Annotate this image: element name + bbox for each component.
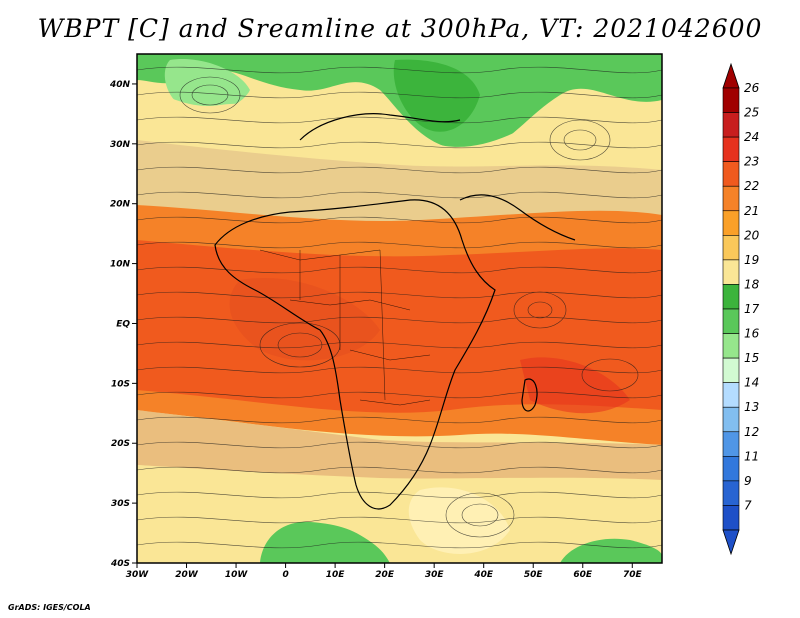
plot-frame xyxy=(136,53,663,564)
colorbar-label: 16 xyxy=(744,327,760,341)
colorbar-segment xyxy=(722,308,740,334)
colorbar-label: 9 xyxy=(744,474,752,488)
colorbar-segment xyxy=(722,431,740,457)
colorbar-segment xyxy=(722,357,740,383)
colorbar-label: 21 xyxy=(744,204,759,218)
colorbar-segment xyxy=(722,382,740,408)
lat-tick-label: 20N xyxy=(110,200,131,210)
colorbar-label: 22 xyxy=(744,179,759,193)
colorbar-segment xyxy=(722,112,740,138)
colorbar-segment xyxy=(722,136,740,162)
colorbar-segment xyxy=(722,505,740,531)
lon-tick-label: 10W xyxy=(225,570,249,580)
lat-tick-label: 30N xyxy=(110,140,131,150)
lat-tick-label: 10N xyxy=(110,260,131,270)
lon-tick-label: 40E xyxy=(473,570,494,580)
lon-tick-label: 20W xyxy=(175,570,199,580)
colorbar-segment xyxy=(722,284,740,310)
lat-tick-label: 40N xyxy=(109,80,131,90)
colorbar-segment xyxy=(722,456,740,482)
colorbar-label: 11 xyxy=(744,449,759,463)
lon-tick-label: 10E xyxy=(326,570,346,580)
shaded-field xyxy=(137,54,662,563)
lon-tick-label: 20E xyxy=(375,570,395,580)
credit-text: GrADS: IGES/COLA xyxy=(8,603,91,612)
map-title: WBPT [C] and Sreamline at 300hPa, VT: 20… xyxy=(37,14,763,43)
colorbar-label: 7 xyxy=(744,498,752,512)
colorbar-label: 12 xyxy=(744,425,759,439)
colorbar-label: 20 xyxy=(744,228,760,242)
longitude-axis: 30W 20W 10W 0 10E 20E 30E 40E 50E 60E 70E xyxy=(126,563,643,580)
lat-tick-label: 40S xyxy=(110,559,130,569)
lat-tick-label: EQ xyxy=(116,319,130,329)
lon-tick-label: 30W xyxy=(126,570,150,580)
colorbar-label: 13 xyxy=(744,400,759,414)
colorbar-label: 14 xyxy=(744,376,759,390)
colorbar-segment xyxy=(722,333,740,359)
latitude-axis: 40N 30N 20N 10N EQ 10S 20S 30S 40S xyxy=(109,80,137,569)
colorbar-label: 19 xyxy=(744,253,759,267)
colorbar-bottom-arrow xyxy=(722,529,740,556)
colorbar-segment xyxy=(722,259,740,285)
lon-tick-label: 30E xyxy=(425,570,445,580)
colorbar-label: 24 xyxy=(744,130,759,144)
lon-tick-label: 0 xyxy=(282,570,288,580)
colorbar-segment xyxy=(722,406,740,433)
colorbar-label: 26 xyxy=(744,81,760,95)
lat-tick-label: 20S xyxy=(111,439,130,449)
colorbar-label: 23 xyxy=(744,155,759,169)
lat-tick-label: 30S xyxy=(111,499,130,509)
colorbar-segment xyxy=(722,235,740,261)
colorbar-segment xyxy=(722,161,740,187)
lon-tick-label: 50E xyxy=(524,570,544,580)
colorbar-segment xyxy=(722,185,740,212)
colorbar-label: 25 xyxy=(744,106,759,120)
colorbar-label: 18 xyxy=(744,277,760,291)
lon-tick-label: 70E xyxy=(623,570,643,580)
lat-tick-label: 10S xyxy=(111,379,130,389)
colorbar: 26 25 24 23 22 21 20 19 18 17 16 15 14 13 12 11 9 7 xyxy=(722,62,760,556)
colorbar-segment xyxy=(722,210,740,236)
colorbar-segment xyxy=(722,87,740,113)
lon-tick-label: 60E xyxy=(573,570,593,580)
colorbar-segment xyxy=(722,480,740,506)
colorbar-label: 15 xyxy=(744,351,759,365)
colorbar-label: 17 xyxy=(744,302,760,316)
colorbar-top-arrow xyxy=(722,62,740,89)
